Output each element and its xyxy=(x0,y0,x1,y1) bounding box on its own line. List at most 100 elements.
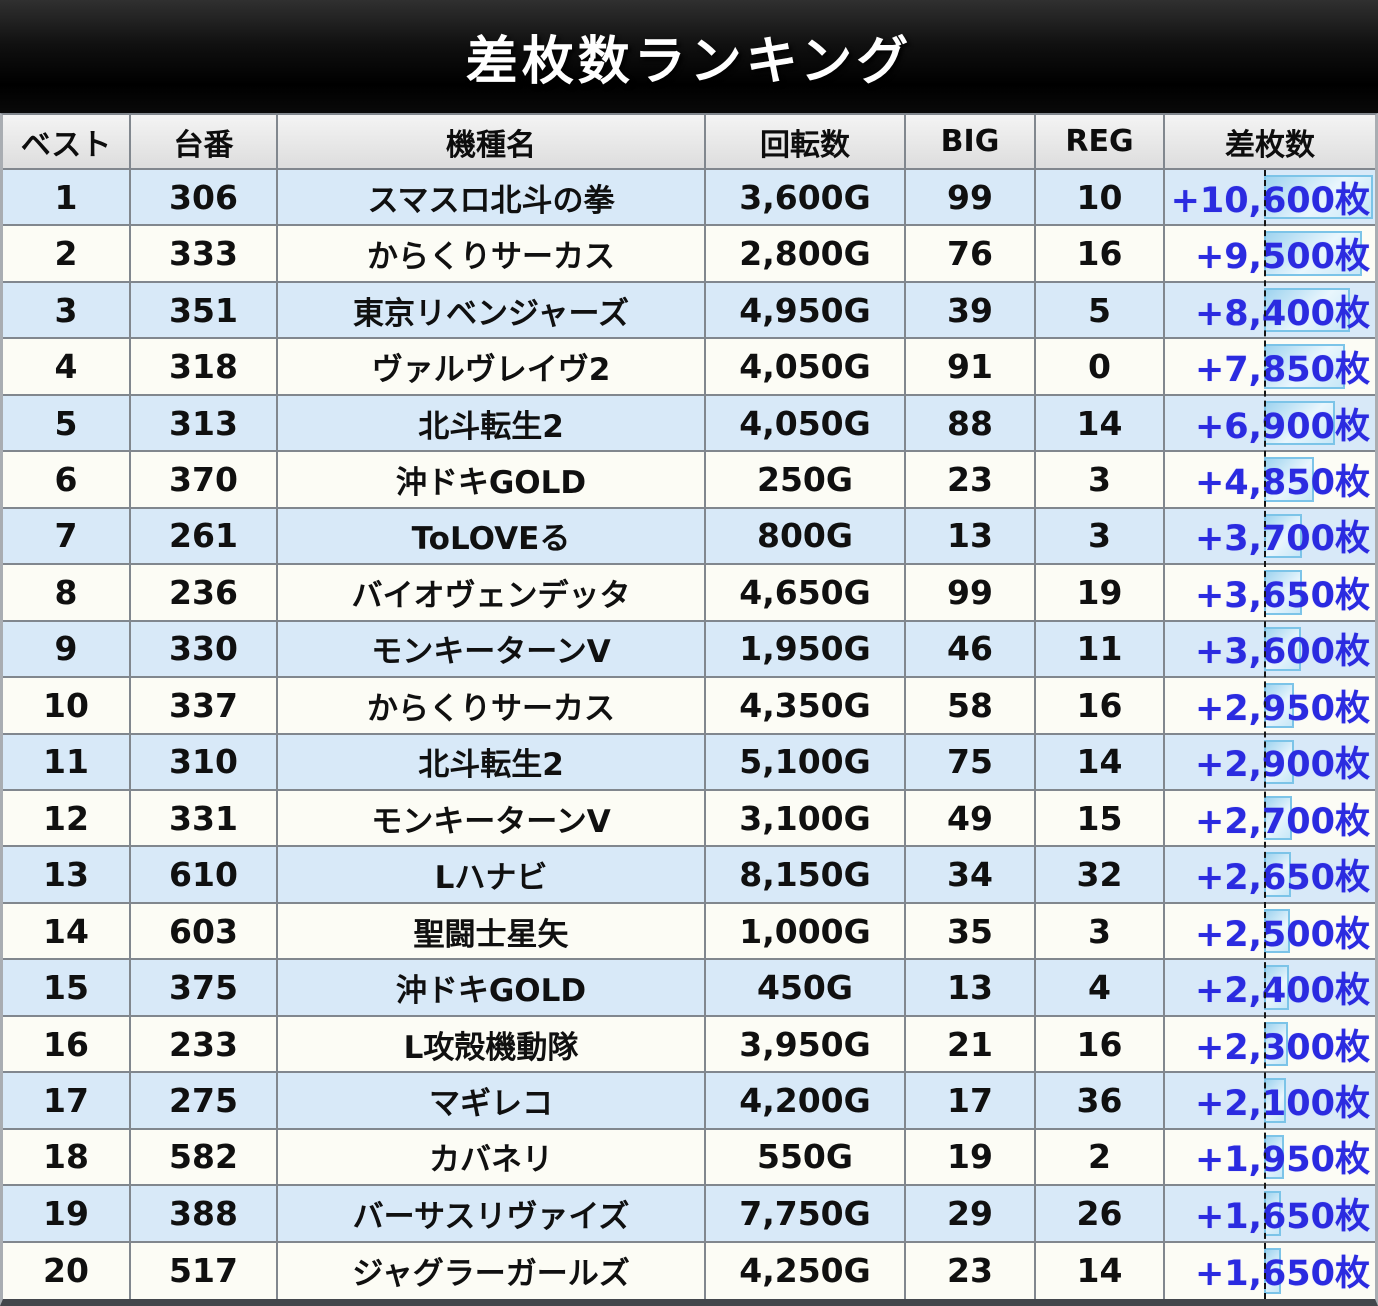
spins-cell: 450G xyxy=(706,960,906,1017)
diff-data-bar xyxy=(1264,570,1302,615)
big-count-cell: 13 xyxy=(906,508,1036,566)
reg-count-cell: 26 xyxy=(1036,1186,1165,1243)
reg-count-cell: 2 xyxy=(1036,1129,1165,1187)
spins-cell: 2,800G xyxy=(706,226,906,283)
model-name-cell: スマスロ北斗の拳 xyxy=(278,170,706,227)
big-count-cell: 46 xyxy=(906,621,1036,679)
rank-cell: 3 xyxy=(3,282,131,340)
diff-value: +2,650枚 xyxy=(1194,858,1370,899)
diff-cell: +9,500枚 xyxy=(1165,226,1375,283)
diff-value: +4,850枚 xyxy=(1194,462,1370,503)
big-count-cell: 19 xyxy=(906,1129,1036,1187)
diff-value: +2,700枚 xyxy=(1194,801,1370,842)
model-name-cell: 聖闘士星矢 xyxy=(278,903,706,961)
model-name-cell: モンキーターンV xyxy=(278,790,706,848)
machine-number-cell: 331 xyxy=(131,790,278,848)
big-count-cell: 49 xyxy=(906,790,1036,848)
spins-cell: 7,750G xyxy=(706,1186,906,1243)
diff-cell: +10,600枚 xyxy=(1165,170,1375,227)
reg-count-cell: 4 xyxy=(1036,960,1165,1017)
table-header-row: ベスト 台番 機種名 回転数 BIG REG 差枚数 xyxy=(3,115,1375,170)
machine-number-cell: 313 xyxy=(131,395,278,453)
model-name-cell: 沖ドキGOLD xyxy=(278,452,706,509)
column-header-model-name: 機種名 xyxy=(278,115,706,170)
reg-count-cell: 32 xyxy=(1036,847,1165,904)
model-name-cell: からくりサーカス xyxy=(278,226,706,283)
big-count-cell: 21 xyxy=(906,1016,1036,1074)
reg-count-cell: 3 xyxy=(1036,452,1165,509)
diff-cell: +2,950枚 xyxy=(1165,678,1375,735)
column-header-rank: ベスト xyxy=(3,115,131,170)
table-row: 3 351 東京リベンジャーズ 4,950G 39 5 +8,400枚 xyxy=(3,282,1375,340)
rank-cell: 5 xyxy=(3,395,131,453)
spins-cell: 550G xyxy=(706,1129,906,1187)
model-name-cell: L攻殻機動隊 xyxy=(278,1016,706,1074)
reg-count-cell: 3 xyxy=(1036,508,1165,566)
machine-number-cell: 610 xyxy=(131,847,278,904)
table-row: 17 275 マギレコ 4,200G 17 36 +2,100枚 xyxy=(3,1073,1375,1130)
spins-cell: 3,100G xyxy=(706,790,906,848)
reg-count-cell: 14 xyxy=(1036,1242,1165,1300)
column-header-machine-number: 台番 xyxy=(131,115,278,170)
machine-number-cell: 261 xyxy=(131,508,278,566)
big-count-cell: 75 xyxy=(906,734,1036,791)
big-count-cell: 13 xyxy=(906,960,1036,1017)
diff-data-bar xyxy=(1264,457,1314,502)
column-header-spins: 回転数 xyxy=(706,115,906,170)
table-row: 13 610 Lハナビ 8,150G 34 32 +2,650枚 xyxy=(3,847,1375,904)
spins-cell: 4,200G xyxy=(706,1073,906,1130)
table-body: 1 306 スマスロ北斗の拳 3,600G 99 10 +10,600枚 2 3… xyxy=(3,170,1375,1300)
page-title: 差枚数ランキング xyxy=(465,32,913,92)
big-count-cell: 76 xyxy=(906,226,1036,283)
model-name-cell: 東京リベンジャーズ xyxy=(278,282,706,340)
big-count-cell: 34 xyxy=(906,847,1036,904)
table-row: 10 337 からくりサーカス 4,350G 58 16 +2,950枚 xyxy=(3,678,1375,735)
diff-value: +2,100枚 xyxy=(1194,1083,1370,1124)
diff-value: +2,950枚 xyxy=(1194,688,1370,729)
big-count-cell: 17 xyxy=(906,1073,1036,1130)
spins-cell: 4,050G xyxy=(706,395,906,453)
column-header-diff: 差枚数 xyxy=(1165,115,1375,170)
big-count-cell: 29 xyxy=(906,1186,1036,1243)
model-name-cell: 沖ドキGOLD xyxy=(278,960,706,1017)
table-row: 16 233 L攻殻機動隊 3,950G 21 16 +2,300枚 xyxy=(3,1016,1375,1074)
spins-cell: 4,050G xyxy=(706,339,906,396)
diff-cell: +8,400枚 xyxy=(1165,282,1375,340)
spins-cell: 4,950G xyxy=(706,282,906,340)
spins-cell: 5,100G xyxy=(706,734,906,791)
diff-cell: +3,600枚 xyxy=(1165,621,1375,679)
reg-count-cell: 16 xyxy=(1036,226,1165,283)
diff-value: +2,900枚 xyxy=(1194,745,1370,786)
machine-number-cell: 318 xyxy=(131,339,278,396)
diff-cell: +2,700枚 xyxy=(1165,790,1375,848)
table-row: 20 517 ジャグラーガールズ 4,250G 23 14 +1,650枚 xyxy=(3,1242,1375,1300)
rank-cell: 15 xyxy=(3,960,131,1017)
table-row: 18 582 カバネリ 550G 19 2 +1,950枚 xyxy=(3,1129,1375,1187)
rank-cell: 4 xyxy=(3,339,131,396)
model-name-cell: バイオヴェンデッタ xyxy=(278,565,706,622)
diff-value: +1,650枚 xyxy=(1194,1254,1370,1295)
machine-number-cell: 517 xyxy=(131,1242,278,1300)
spins-cell: 4,250G xyxy=(706,1242,906,1300)
model-name-cell: カバネリ xyxy=(278,1129,706,1187)
model-name-cell: モンキーターンV xyxy=(278,621,706,679)
diff-cell: +2,300枚 xyxy=(1165,1016,1375,1074)
machine-number-cell: 306 xyxy=(131,170,278,227)
rank-cell: 19 xyxy=(3,1186,131,1243)
rank-cell: 10 xyxy=(3,678,131,735)
reg-count-cell: 15 xyxy=(1036,790,1165,848)
table-row: 4 318 ヴァルヴレイヴ2 4,050G 91 0 +7,850枚 xyxy=(3,339,1375,396)
ranking-table: ベスト 台番 機種名 回転数 BIG REG 差枚数 1 306 スマスロ北斗の… xyxy=(0,113,1378,1306)
table-row: 15 375 沖ドキGOLD 450G 13 4 +2,400枚 xyxy=(3,960,1375,1017)
table-row: 6 370 沖ドキGOLD 250G 23 3 +4,850枚 xyxy=(3,452,1375,509)
machine-number-cell: 233 xyxy=(131,1016,278,1074)
diff-data-bar xyxy=(1264,344,1345,389)
diff-value: +3,600枚 xyxy=(1194,632,1370,673)
reg-count-cell: 3 xyxy=(1036,903,1165,961)
spins-cell: 8,150G xyxy=(706,847,906,904)
diff-value: +1,950枚 xyxy=(1194,1140,1370,1181)
reg-count-cell: 5 xyxy=(1036,282,1165,340)
big-count-cell: 99 xyxy=(906,170,1036,227)
machine-number-cell: 351 xyxy=(131,282,278,340)
